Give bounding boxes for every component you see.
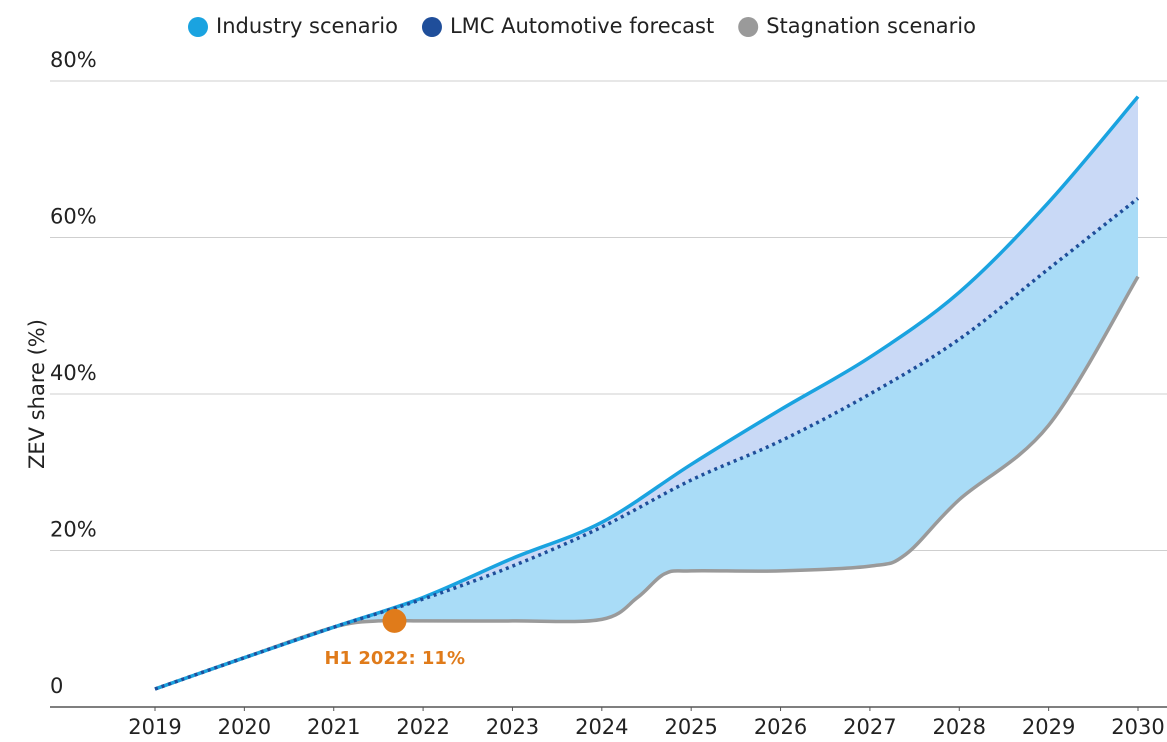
legend-label: Stagnation scenario (766, 14, 976, 38)
x-tick-label: 2026 (754, 715, 807, 739)
legend-swatch (421, 17, 442, 37)
line (154, 275, 1140, 691)
x-tick-label: 2023 (486, 715, 539, 739)
x-tick-label: 2029 (1022, 715, 1075, 739)
x-tick-label: 2021 (307, 715, 360, 739)
legend-swatch (188, 17, 208, 37)
legend-label: LMC Automotive forecast (450, 14, 714, 38)
y-tick-label: 40% (50, 361, 97, 385)
legend-label: Industry scenario (216, 14, 398, 38)
y-tick-label: 60% (50, 205, 97, 229)
y-axis-label: ZEV share (%) (25, 319, 49, 469)
annotation-label: H1 2022: 11% (324, 648, 465, 669)
x-tick-label: 2027 (843, 715, 896, 739)
y-tick-label: 0 (50, 674, 63, 698)
x-tick-label: 2020 (218, 715, 271, 739)
x-tick-label: 2024 (575, 715, 628, 739)
legend: Industry scenario LMC Automotive forecast… (188, 14, 976, 38)
x-tick-label: 2030 (1111, 715, 1164, 739)
area-fill (155, 96, 1138, 690)
x-tick-label: 2019 (128, 715, 181, 739)
annotation-point (382, 608, 407, 633)
y-tick-label: 80% (50, 48, 97, 72)
y-tick-label: 20% (50, 518, 97, 542)
x-tick-label: 2028 (933, 715, 986, 739)
x-tick-label: 2025 (664, 715, 717, 739)
legend-swatch (738, 17, 759, 37)
x-tick-label: 2022 (396, 715, 449, 739)
